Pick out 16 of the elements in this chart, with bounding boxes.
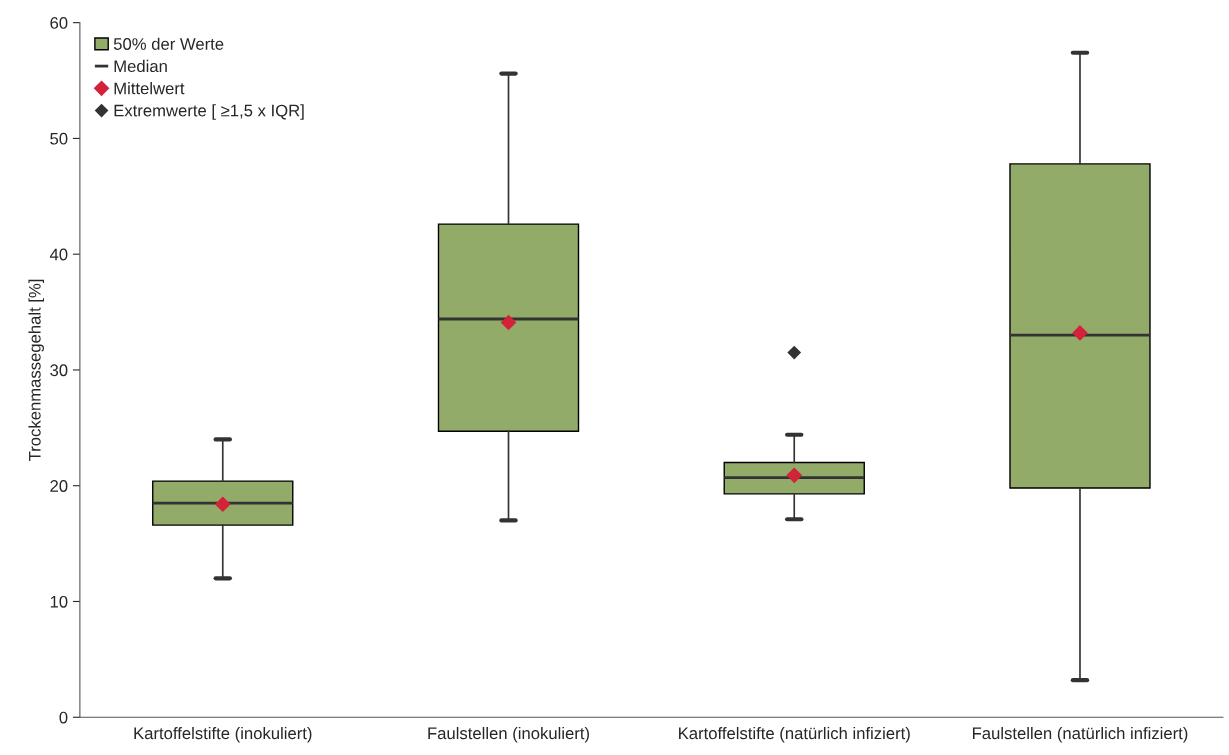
annotation: Median [114,59,167,73]
annotation: Mittelwert [114,82,185,95]
y-tick-label: 50 [50,132,68,145]
x-tick-label: Kartoffelstifte (inokuliert) [134,726,312,743]
legend-label: 50% der Werte [113,37,224,50]
y-tick-label: 30 [50,364,68,377]
y-tick-label: 0 [59,711,68,724]
x-tick-label: Faulstellen (inokuliert) [428,726,589,743]
y-tick-label: 60 [50,17,68,29]
annotation: Extremwerte [ ≥1,5 x IQR] [114,104,304,120]
x-tick-label: Kartoffelstifte (natürlich infiziert) [679,726,910,743]
y-tick-label: 10 [50,595,68,608]
y-tick-label: 20 [50,480,68,492]
y-tick-label: 40 [49,248,68,261]
x-tick-label: Faulstellen (natürlich infiziert) [972,726,1188,743]
y-axis-title: Trockenmassegehalt [%] [28,279,44,461]
